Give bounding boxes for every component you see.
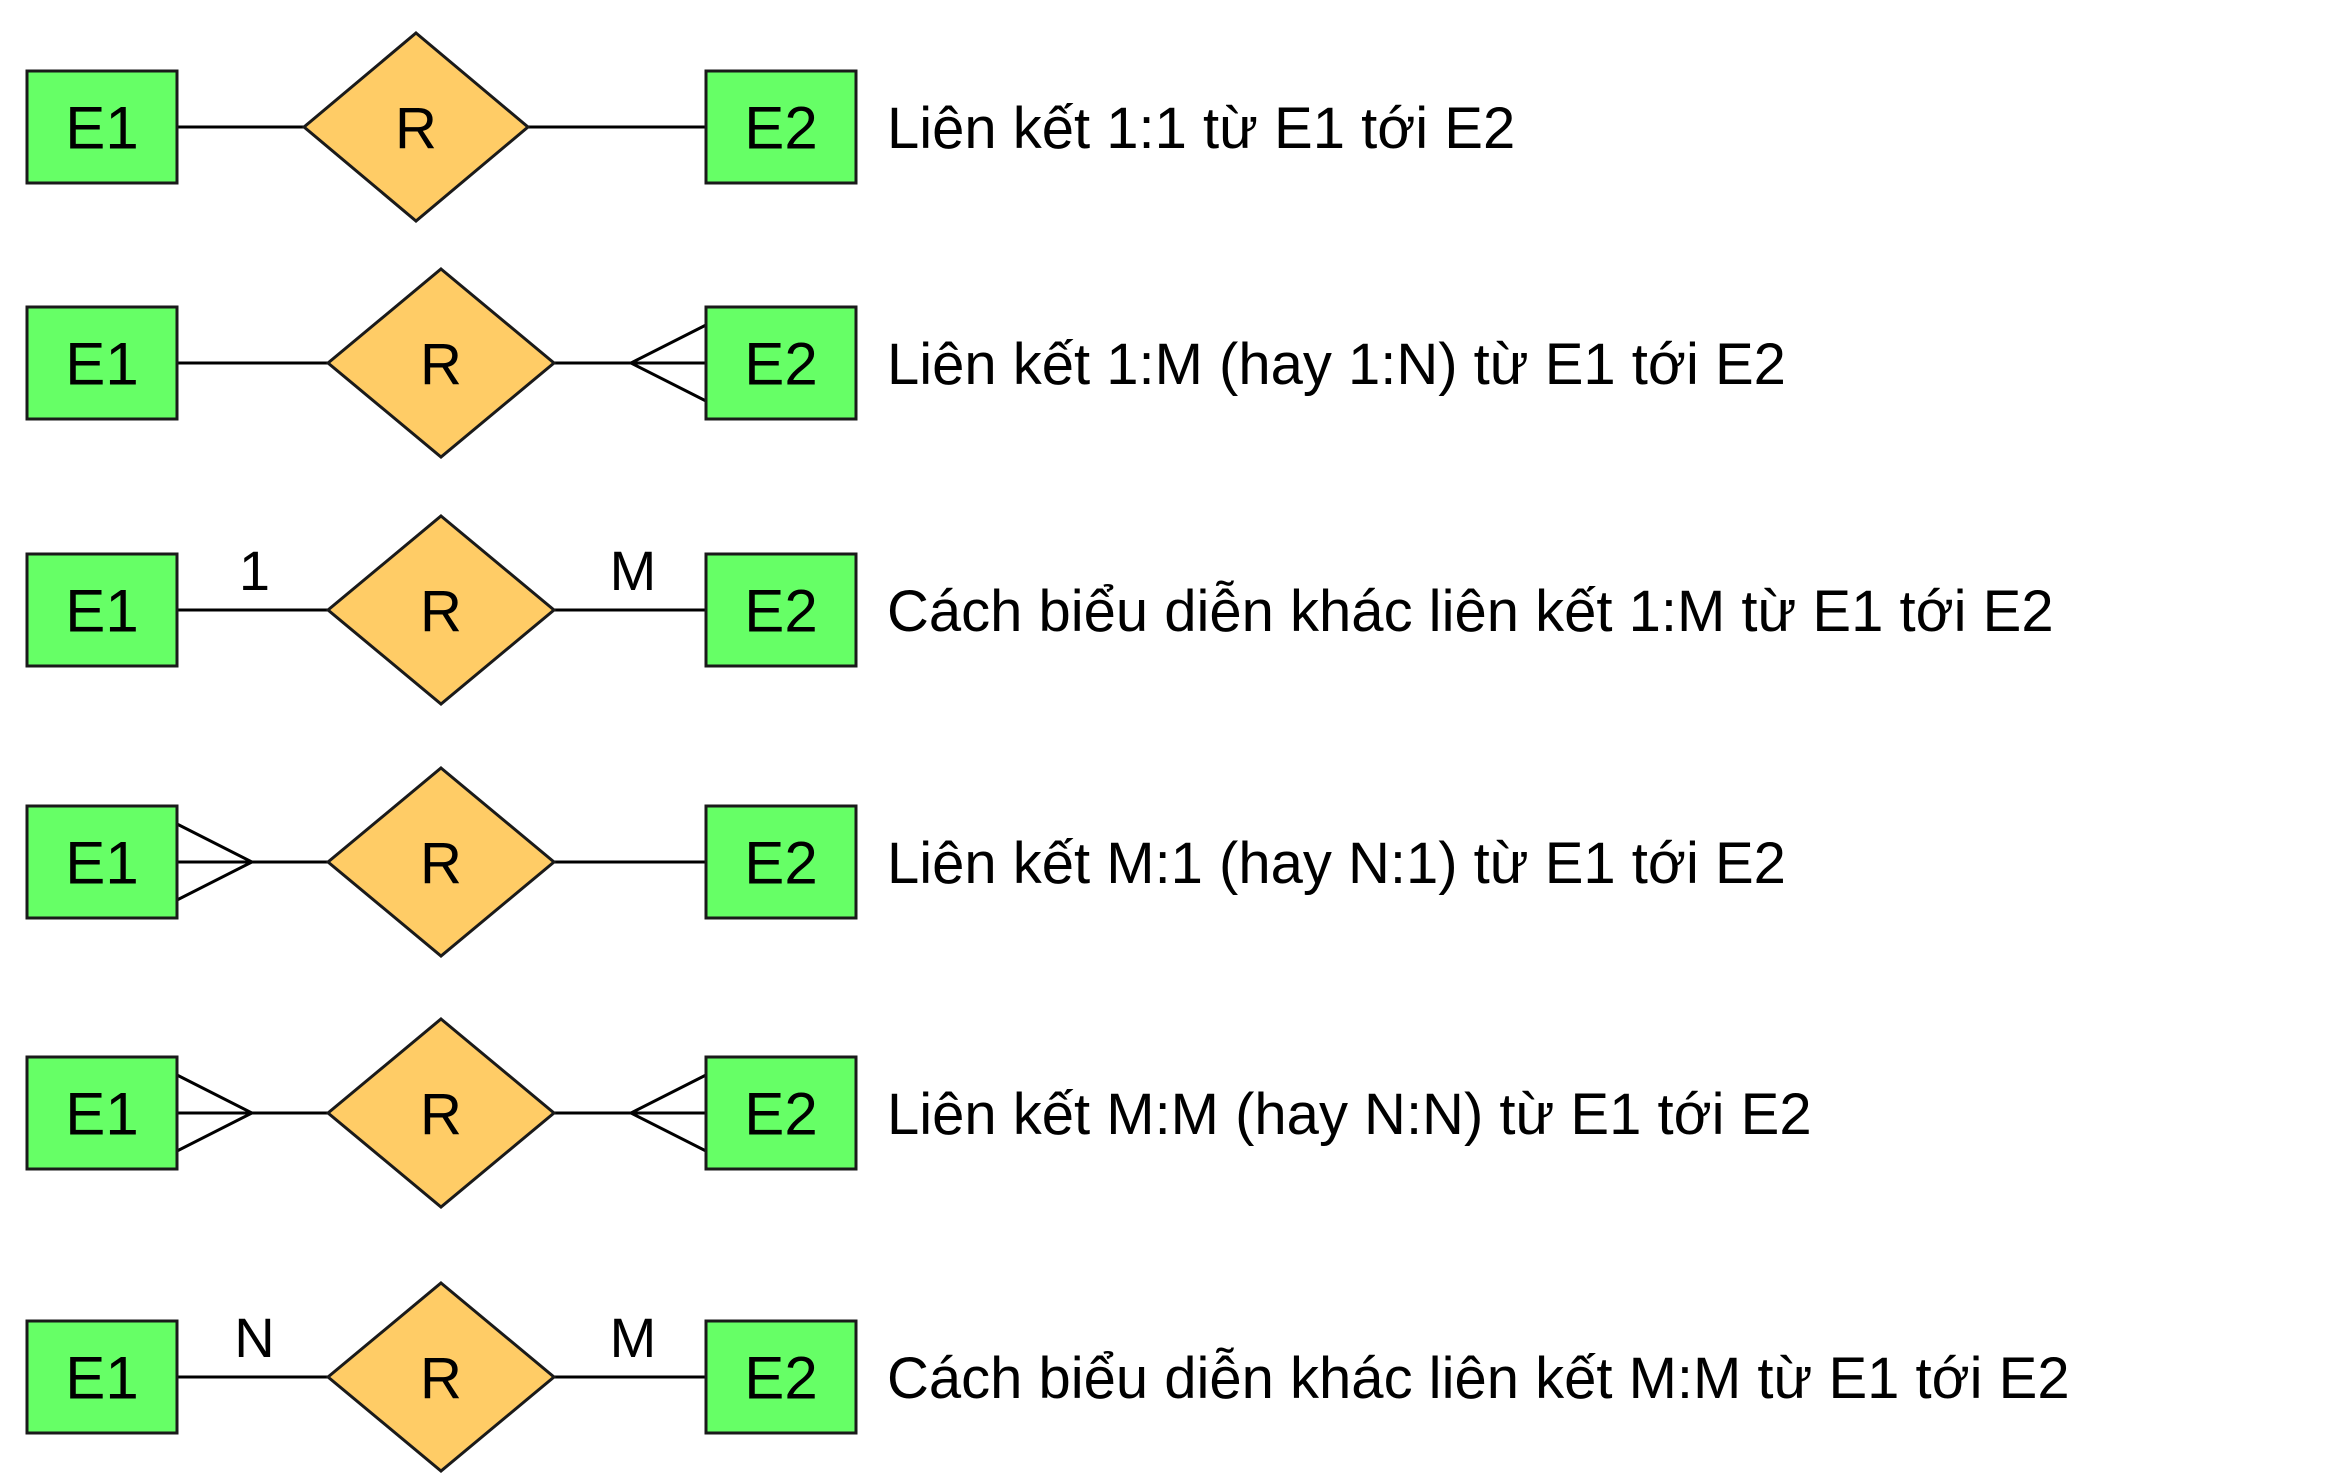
entity-left-box bbox=[25, 1319, 179, 1435]
row-caption: Cách biểu diễn khác liên kết M:M từ E1 t… bbox=[887, 1346, 2070, 1411]
entity-right-label: E2 bbox=[744, 830, 817, 897]
entity-left-box bbox=[25, 1055, 179, 1171]
entity-right-label: E2 bbox=[744, 1081, 817, 1148]
relationship-label: R bbox=[420, 1346, 462, 1411]
relationship-diamond bbox=[301, 31, 531, 223]
right-cardinality-label: M bbox=[610, 539, 657, 602]
er-row: E1 E2 R N M Cách biểu diễn khác liên kết M:M … bbox=[25, 1281, 2070, 1473]
er-row: E1 E2 R Liên kết 1:1 từ E1 tới E2 bbox=[25, 31, 1515, 223]
row-caption: Liên kết M:M (hay N:N) từ E1 tới E2 bbox=[887, 1082, 1812, 1147]
left-cardinality-label: N bbox=[234, 1306, 274, 1369]
er-row: E1 E2 R Liên kết 1:M (hay 1:N) từ E1 tới E2 bbox=[25, 267, 1786, 459]
entity-left-label: E1 bbox=[65, 578, 138, 645]
relationship-diamond bbox=[325, 766, 557, 958]
entity-right-box bbox=[704, 1319, 858, 1435]
right-crows-foot bbox=[627, 1073, 707, 1153]
relationship-diamond bbox=[325, 1281, 557, 1473]
row-caption: Cách biểu diễn khác liên kết 1:M từ E1 t… bbox=[887, 579, 2054, 644]
entity-left-box bbox=[25, 305, 179, 421]
relationship-label: R bbox=[420, 332, 462, 397]
relationship-diamond bbox=[325, 514, 557, 706]
entity-right-label: E2 bbox=[744, 1345, 817, 1412]
row-caption: Liên kết 1:1 từ E1 tới E2 bbox=[887, 96, 1515, 161]
entity-right-box bbox=[704, 1055, 858, 1171]
entity-right-box bbox=[704, 804, 858, 920]
entity-left-box bbox=[25, 552, 179, 668]
row-caption: Liên kết M:1 (hay N:1) từ E1 tới E2 bbox=[887, 831, 1786, 896]
right-crows-foot bbox=[627, 323, 707, 403]
er-row: E1 E2 R Liên kết M:1 (hay N:1) từ E1 tới E2 bbox=[25, 766, 1786, 958]
entity-right-label: E2 bbox=[744, 578, 817, 645]
entity-left-label: E1 bbox=[65, 331, 138, 398]
entity-right-label: E2 bbox=[744, 331, 817, 398]
entity-right-label: E2 bbox=[744, 95, 817, 162]
row-caption: Liên kết 1:M (hay 1:N) từ E1 tới E2 bbox=[887, 332, 1786, 397]
left-cardinality-label: 1 bbox=[239, 539, 270, 602]
entity-left-box bbox=[25, 804, 179, 920]
entity-right-box bbox=[704, 552, 858, 668]
entity-left-label: E1 bbox=[65, 1345, 138, 1412]
relationship-label: R bbox=[420, 831, 462, 896]
relationship-label: R bbox=[420, 1082, 462, 1147]
er-row: E1 E2 R 1 M Cách biểu diễn khác liên kết 1:M … bbox=[25, 514, 2054, 706]
right-cardinality-label: M bbox=[610, 1306, 657, 1369]
entity-left-label: E1 bbox=[65, 1081, 138, 1148]
er-row: E1 E2 R Liên kết M:M (hay N:N) từ E1 tới E2 bbox=[25, 1017, 1812, 1209]
relationship-label: R bbox=[420, 579, 462, 644]
entity-left-label: E1 bbox=[65, 95, 138, 162]
entity-left-label: E1 bbox=[65, 830, 138, 897]
entity-right-box bbox=[704, 69, 858, 185]
relationship-label: R bbox=[395, 96, 437, 161]
entity-left-box bbox=[25, 69, 179, 185]
entity-right-box bbox=[704, 305, 858, 421]
relationship-diamond bbox=[325, 267, 557, 459]
relationship-diamond bbox=[325, 1017, 557, 1209]
